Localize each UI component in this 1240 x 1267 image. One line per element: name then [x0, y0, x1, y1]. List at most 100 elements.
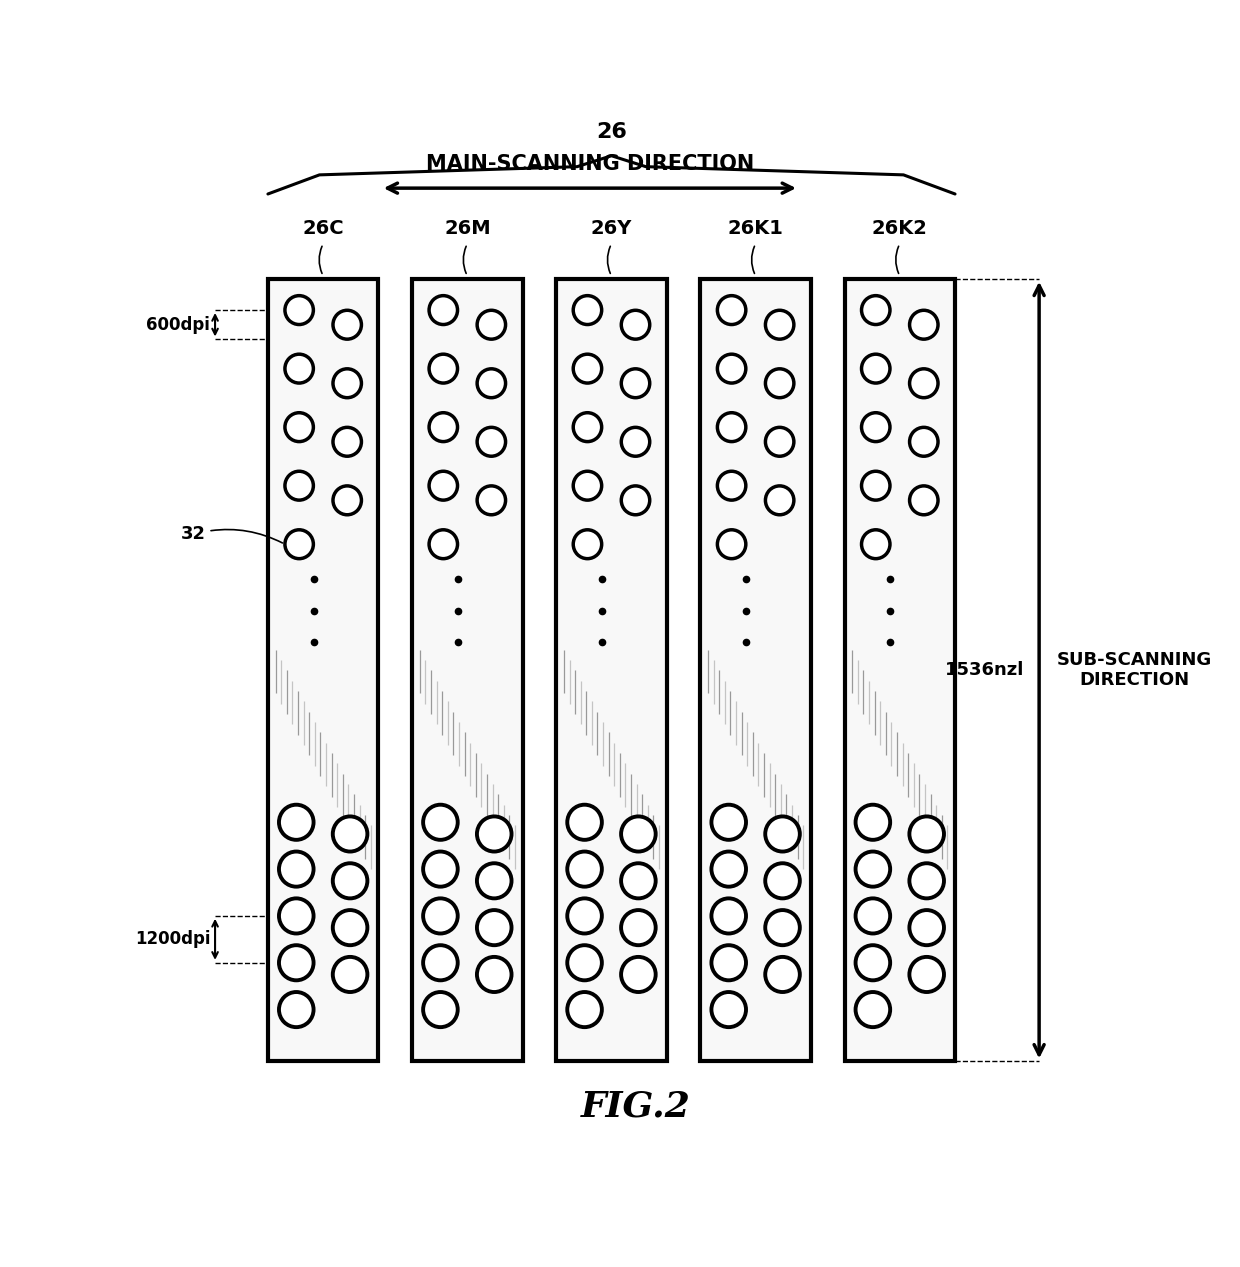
Circle shape	[718, 471, 745, 500]
Circle shape	[621, 427, 650, 456]
Circle shape	[621, 910, 656, 945]
Text: SUB-SCANNING
DIRECTION: SUB-SCANNING DIRECTION	[1056, 651, 1211, 689]
Bar	[701, 279, 811, 1062]
Circle shape	[765, 957, 800, 992]
Text: 26Y: 26Y	[590, 219, 632, 238]
Circle shape	[285, 355, 314, 383]
Circle shape	[334, 427, 361, 456]
Circle shape	[279, 805, 314, 840]
Circle shape	[910, 427, 937, 456]
Circle shape	[573, 295, 601, 324]
Circle shape	[477, 369, 506, 398]
Text: 1536nzl: 1536nzl	[945, 661, 1024, 679]
Circle shape	[567, 898, 601, 934]
Text: 26M: 26M	[444, 219, 491, 238]
Circle shape	[429, 413, 458, 442]
Circle shape	[621, 816, 656, 851]
Bar	[844, 279, 955, 1062]
Circle shape	[279, 992, 314, 1028]
Circle shape	[429, 355, 458, 383]
Circle shape	[910, 310, 937, 340]
Circle shape	[856, 898, 890, 934]
Circle shape	[334, 369, 361, 398]
Circle shape	[862, 413, 890, 442]
Text: 32: 32	[181, 526, 283, 544]
Circle shape	[332, 957, 367, 992]
Circle shape	[573, 355, 601, 383]
Circle shape	[712, 805, 746, 840]
Circle shape	[621, 863, 656, 898]
Circle shape	[423, 851, 458, 887]
Circle shape	[567, 805, 601, 840]
Circle shape	[279, 945, 314, 981]
Circle shape	[856, 945, 890, 981]
Circle shape	[567, 992, 601, 1028]
Circle shape	[279, 898, 314, 934]
Circle shape	[862, 471, 890, 500]
Circle shape	[856, 851, 890, 887]
Circle shape	[910, 369, 937, 398]
Circle shape	[279, 851, 314, 887]
Circle shape	[621, 957, 656, 992]
Circle shape	[712, 945, 746, 981]
Circle shape	[573, 413, 601, 442]
Circle shape	[477, 427, 506, 456]
Circle shape	[909, 816, 944, 851]
Circle shape	[477, 910, 512, 945]
Text: 26C: 26C	[303, 219, 343, 238]
Circle shape	[477, 957, 512, 992]
Circle shape	[573, 471, 601, 500]
Circle shape	[429, 295, 458, 324]
Circle shape	[423, 805, 458, 840]
Circle shape	[862, 295, 890, 324]
Circle shape	[477, 816, 512, 851]
Circle shape	[332, 816, 367, 851]
Circle shape	[909, 863, 944, 898]
Circle shape	[712, 898, 746, 934]
Circle shape	[718, 355, 745, 383]
Circle shape	[477, 485, 506, 514]
Circle shape	[573, 530, 601, 559]
Circle shape	[765, 427, 794, 456]
Circle shape	[285, 530, 314, 559]
Circle shape	[909, 910, 944, 945]
Circle shape	[285, 413, 314, 442]
Circle shape	[429, 530, 458, 559]
Text: 26K1: 26K1	[728, 219, 784, 238]
Circle shape	[718, 413, 745, 442]
Circle shape	[862, 355, 890, 383]
Circle shape	[423, 898, 458, 934]
Circle shape	[567, 851, 601, 887]
Circle shape	[332, 910, 367, 945]
Circle shape	[765, 310, 794, 340]
Circle shape	[567, 945, 601, 981]
Circle shape	[856, 992, 890, 1028]
Text: 600dpi: 600dpi	[146, 315, 211, 333]
Circle shape	[423, 945, 458, 981]
Circle shape	[712, 992, 746, 1028]
Text: FIG.2: FIG.2	[580, 1090, 691, 1123]
Circle shape	[856, 805, 890, 840]
Text: MAIN-SCANNING DIRECTION: MAIN-SCANNING DIRECTION	[425, 153, 754, 174]
Circle shape	[718, 295, 745, 324]
Text: 1200dpi: 1200dpi	[135, 930, 211, 948]
Circle shape	[712, 851, 746, 887]
Bar	[557, 279, 667, 1062]
Circle shape	[765, 485, 794, 514]
Circle shape	[332, 863, 367, 898]
Circle shape	[765, 910, 800, 945]
Bar	[268, 279, 378, 1062]
Circle shape	[477, 863, 512, 898]
Circle shape	[718, 530, 745, 559]
Circle shape	[334, 310, 361, 340]
Circle shape	[909, 957, 944, 992]
Circle shape	[285, 471, 314, 500]
Circle shape	[765, 816, 800, 851]
Circle shape	[621, 369, 650, 398]
Text: 26: 26	[596, 123, 627, 142]
Circle shape	[862, 530, 890, 559]
Circle shape	[423, 992, 458, 1028]
Text: 26K2: 26K2	[872, 219, 928, 238]
Circle shape	[765, 369, 794, 398]
Circle shape	[621, 310, 650, 340]
